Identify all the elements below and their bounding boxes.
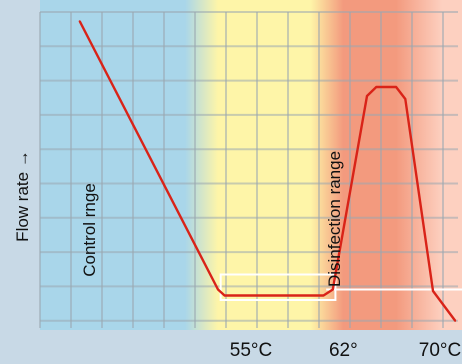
series-point-9 xyxy=(432,290,434,292)
annotation-disinfection-range: Disinfection range xyxy=(325,151,344,287)
series-point-2 xyxy=(223,294,226,297)
series-point-0 xyxy=(78,20,81,22)
y-axis-label: Flow rate → xyxy=(13,150,32,242)
series-point-5 xyxy=(366,95,368,97)
x-tick-label-70c: 70°C xyxy=(419,340,461,361)
series-point-4 xyxy=(331,288,334,291)
series-point-8 xyxy=(404,98,407,100)
x-tick-label-55c: 55°C xyxy=(230,340,272,361)
annotation-control-range: Control rnge xyxy=(80,183,99,277)
control-range-box xyxy=(219,273,337,301)
plot-background xyxy=(40,0,462,330)
series-point-7 xyxy=(395,86,397,88)
series-point-6 xyxy=(375,86,378,88)
series-point-1 xyxy=(217,288,219,291)
series-point-3 xyxy=(322,294,325,297)
series-points xyxy=(78,20,457,322)
x-tick-label-62: 62° xyxy=(329,340,358,361)
series-point-10 xyxy=(454,320,457,322)
